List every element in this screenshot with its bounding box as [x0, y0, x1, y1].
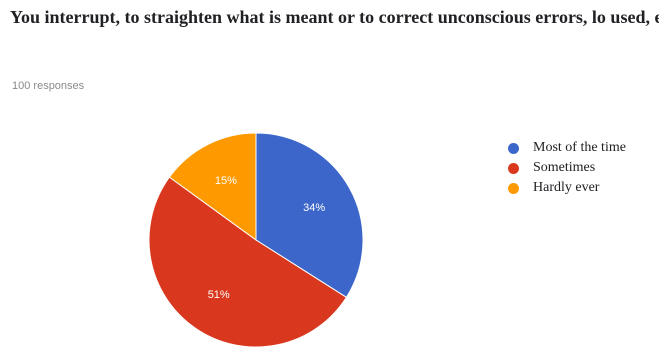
pie-label-sometimes: 51% [208, 289, 230, 301]
pie-slice-hardly-ever [168, 132, 257, 241]
legend-swatch-hardly-ever [508, 182, 519, 194]
pie-label-most-of-the-time: 34% [303, 202, 325, 214]
legend-label-hardly-ever: Hardly ever [533, 180, 600, 195]
legend-label-sometimes: Sometimes [533, 160, 596, 175]
legend-swatch-sometimes [508, 162, 519, 174]
legend-item-hardly-ever: Hardly ever [508, 178, 659, 198]
chart-legend: Most of the time Sometimes Hardly ever [508, 138, 659, 198]
question-title: You interrupt, to straighten what is mea… [10, 7, 659, 27]
pie-chart: 34% 51% 15% [148, 132, 364, 347]
pie-slice-sometimes [148, 176, 348, 347]
pie-slice-most-of-the-time [255, 132, 364, 299]
pie-label-hardly-ever: 15% [215, 175, 237, 187]
pie-chart-container: 34% 51% 15% [147, 131, 365, 347]
legend-item-sometimes: Sometimes [508, 158, 659, 178]
legend-swatch-most-of-the-time [508, 142, 519, 154]
legend-item-most-of-the-time: Most of the time [508, 138, 659, 158]
response-count: 100 responses [12, 80, 85, 92]
legend-label-most-of-the-time: Most of the time [533, 140, 626, 155]
